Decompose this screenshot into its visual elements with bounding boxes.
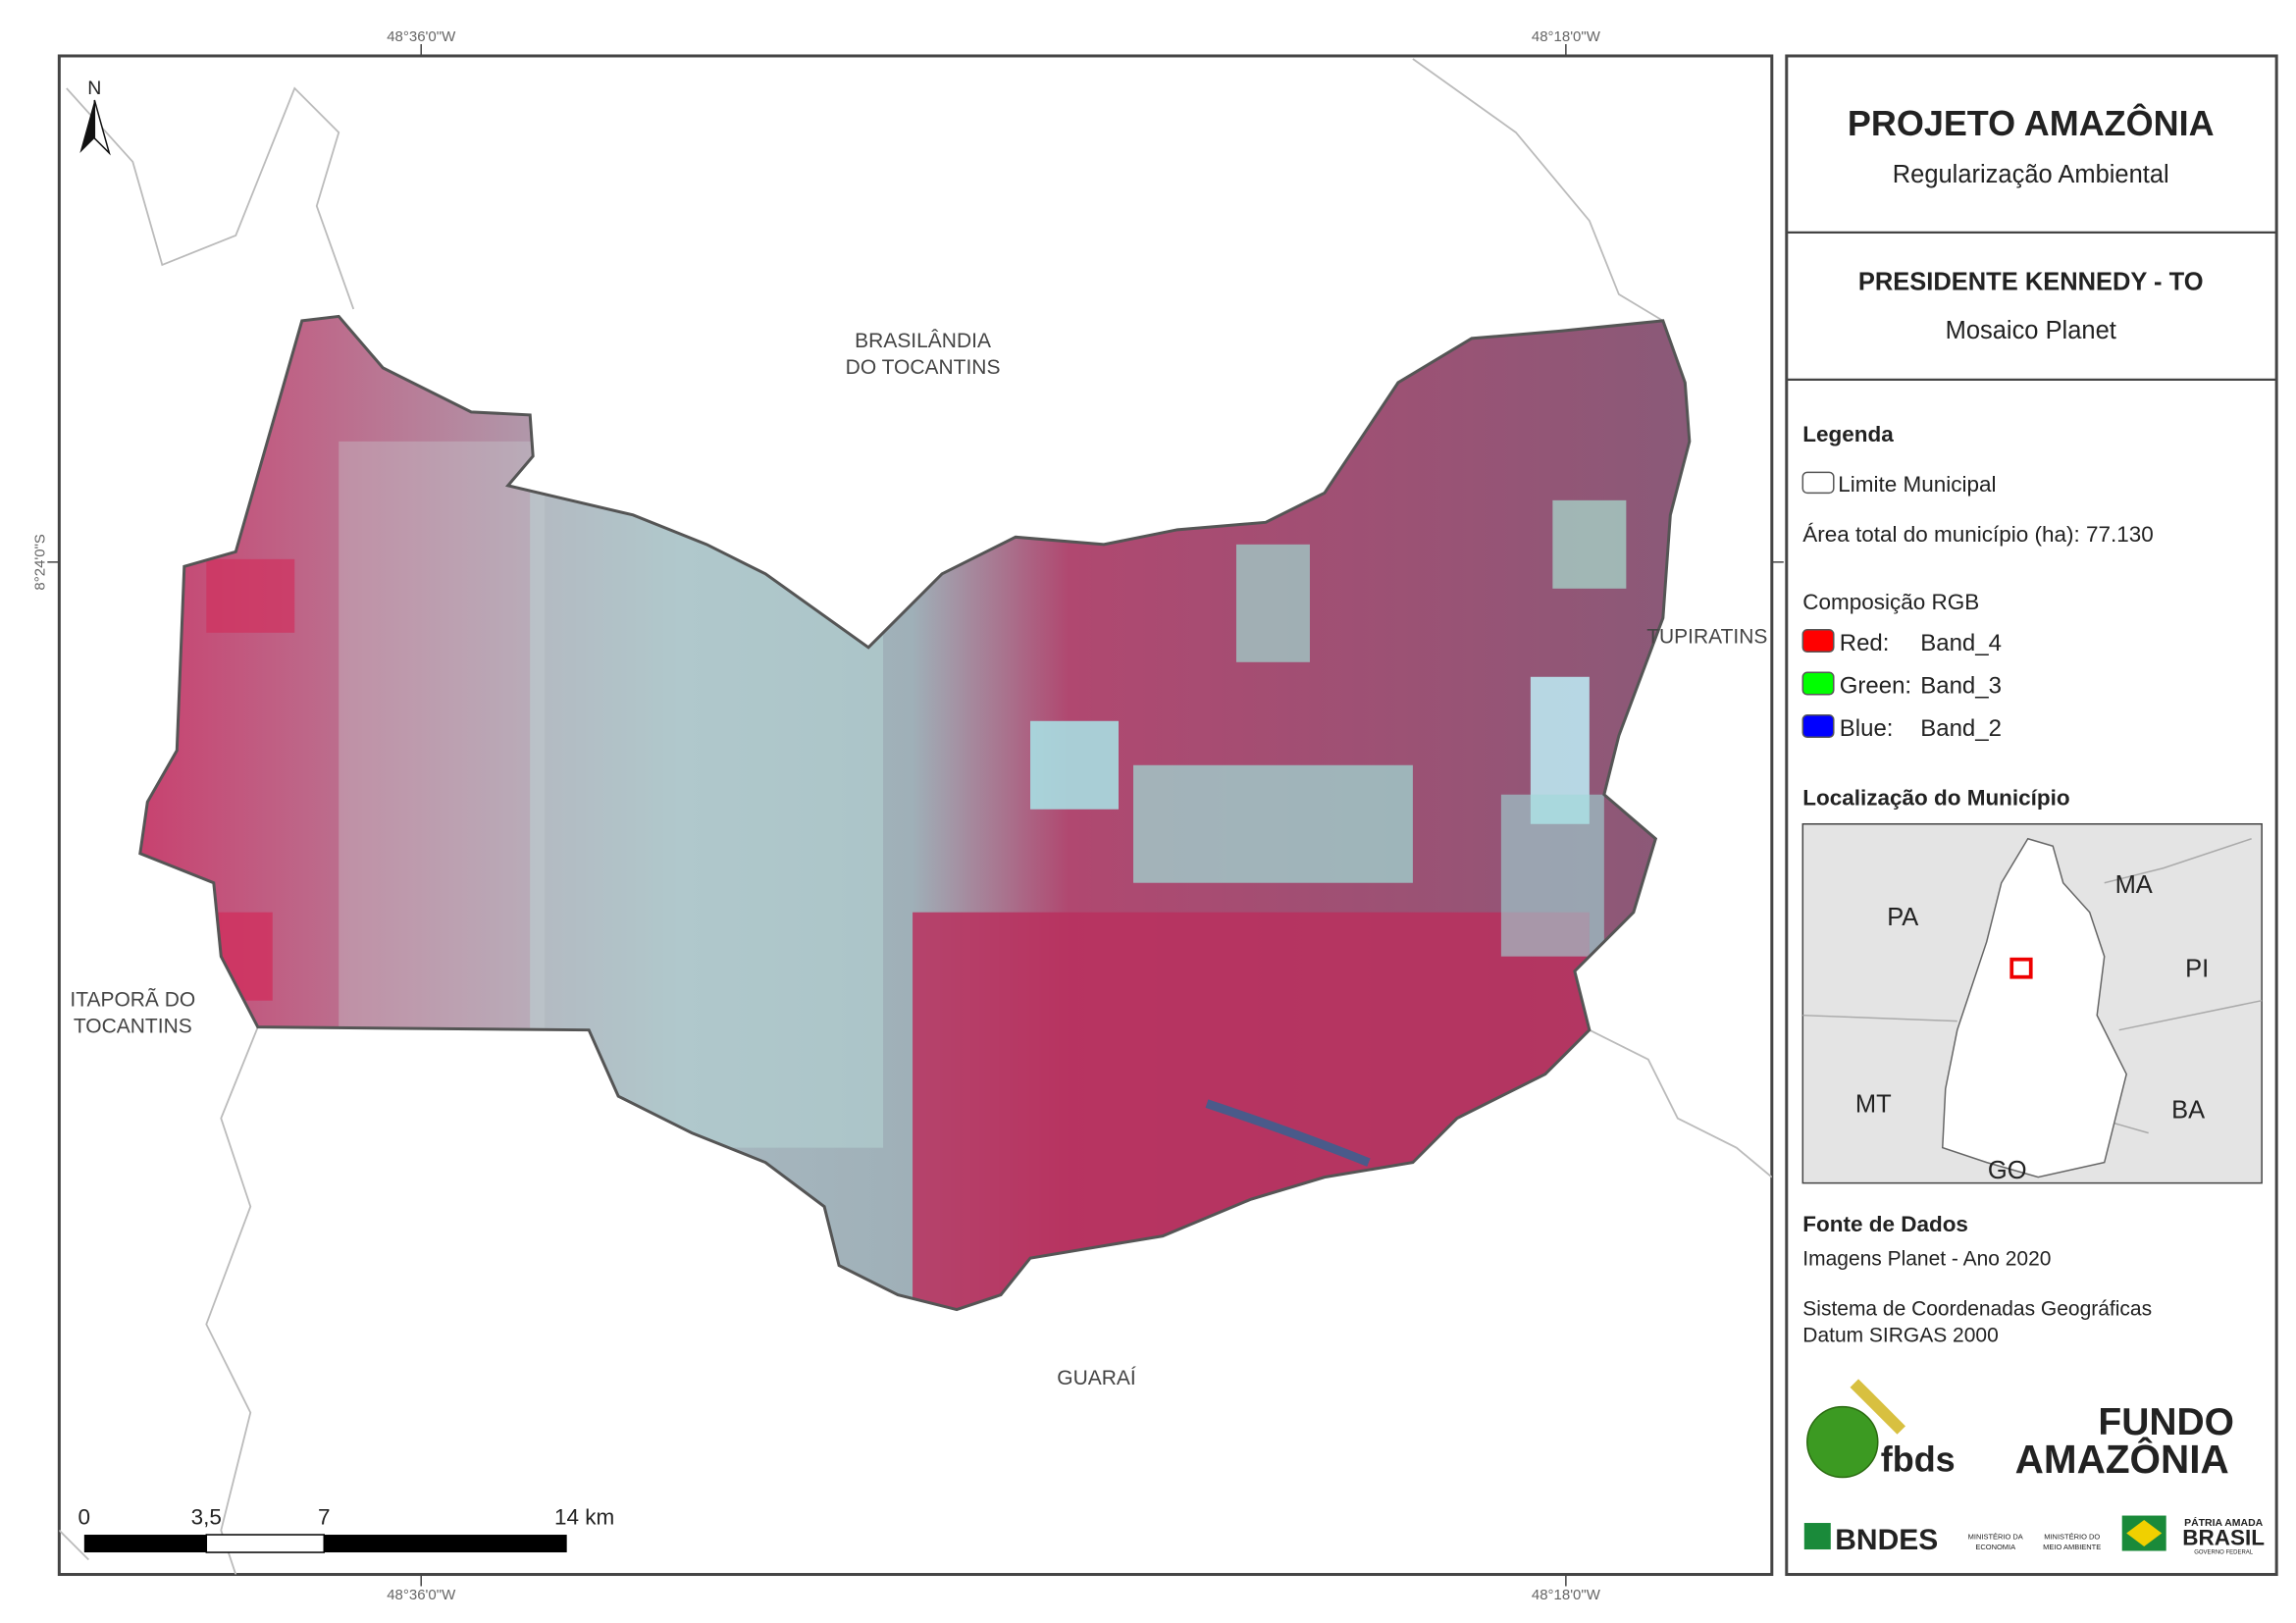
text-line: MINISTÉRIO DO [2044, 1533, 2100, 1542]
side-panel [1785, 54, 2278, 1577]
map-shape [1589, 1028, 1772, 1178]
scale-segment [324, 1535, 567, 1553]
scale-segment [83, 1535, 207, 1553]
place-label: BRASILÂNDIA DO TOCANTINS [846, 330, 1001, 379]
text-line: MINISTÉRIO DA [1968, 1533, 2023, 1542]
map-shape [1133, 764, 1413, 883]
map-shape [1235, 544, 1310, 662]
logo-brasil: BRASIL [2182, 1526, 2265, 1550]
text-line: TOCANTINS [74, 1016, 192, 1038]
legend-swatch [1801, 471, 1835, 495]
text-line: BRASILÂNDIA [855, 330, 991, 352]
map-shape [66, 86, 355, 310]
state-label: MA [2115, 871, 2153, 899]
band-swatch [1801, 714, 1835, 739]
coord-label: 48°36'0"W [387, 28, 456, 45]
state-label: GO [1988, 1157, 2027, 1184]
logo-shape [1850, 1379, 1906, 1435]
scale-segment [205, 1534, 326, 1553]
municipality: PRESIDENTE KENNEDY - TO [1858, 268, 2204, 295]
map-shape [1412, 58, 1664, 322]
map-shape [339, 441, 546, 1030]
band-legend: Red: Band_4 Green: Band_3 Blue: Band_2 [1801, 629, 2002, 742]
map-shape [1552, 499, 1627, 589]
logo-fundo: FUNDO [2098, 1401, 2234, 1443]
map-shape [1030, 720, 1120, 810]
legend-label: Limite Municipal [1838, 472, 1996, 497]
location-title: Localização do Município [1802, 785, 2069, 810]
map-shape [205, 1026, 259, 1575]
logo-shape [2126, 1520, 2163, 1547]
map-shape [2118, 999, 2263, 1031]
map-shape [59, 1529, 89, 1561]
state-label: PI [2185, 956, 2209, 983]
logo-bndes: BNDES [1835, 1524, 1938, 1556]
sources-title: Fonte de Dados [1802, 1212, 1968, 1236]
area-text: Área total do município (ha): 77.130 [1802, 522, 2153, 547]
place-label: GUARAÍ [1057, 1367, 1136, 1389]
logo-shape [1806, 1405, 1879, 1479]
north-label: N [87, 78, 101, 99]
tocantins-state [1941, 837, 2127, 1178]
north-arrow [93, 99, 111, 156]
place-label: ITAPORÃ DO TOCANTINS [70, 988, 195, 1038]
band-name: Band_3 [1920, 672, 2002, 699]
band-channel: Red: [1840, 630, 1890, 656]
text-line: ECONOMIA [1975, 1543, 2015, 1551]
coord-label: 48°18'0"W [1532, 28, 1601, 45]
neighbor-boundaries [59, 58, 1772, 1575]
logo-fundo: AMAZÔNIA [2015, 1437, 2229, 1482]
panel-title: PROJETO AMAZÔNIA [1848, 103, 2215, 143]
text-line: ITAPORÃ DO [70, 988, 195, 1012]
map-shape [206, 558, 295, 633]
band-swatch [1801, 629, 1835, 654]
logo-brasil: PÁTRIA AMADA [2184, 1516, 2264, 1529]
state-labels: PA MA PI MT BA GO [1855, 871, 2209, 1184]
source-line: Datum SIRGAS 2000 [1802, 1325, 1998, 1347]
map-shape [1500, 794, 1604, 957]
place-label: TUPIRATINS [1646, 625, 1767, 648]
rgb-title: Composição RGB [1802, 590, 1979, 614]
logo-ministry: MINISTÉRIO DA ECONOMIA [1968, 1533, 2023, 1551]
state-label: MT [1855, 1091, 1892, 1119]
band-name: Band_4 [1920, 630, 2002, 656]
map-shape [1205, 1099, 1371, 1167]
source-line: Sistema de Coordenadas Geográficas [1802, 1298, 2152, 1321]
band-channel: Blue: [1840, 715, 1894, 742]
coord-label: 48°18'0"W [1532, 1587, 1601, 1603]
band-channel: Green: [1840, 672, 1911, 699]
logo-brasil: GOVERNO FEDERAL [2194, 1550, 2254, 1556]
legend-title: Legenda [1802, 422, 1894, 446]
logo-ministry: MINISTÉRIO DO MEIO AMBIENTE [2043, 1533, 2101, 1551]
scale-label: 3,5 [191, 1505, 222, 1530]
map-shape [2104, 838, 2252, 884]
mosaic: Mosaico Planet [1946, 317, 2116, 344]
source-line: Imagens Planet - Ano 2020 [1802, 1248, 2051, 1271]
location-marker [2009, 957, 2033, 979]
map-shape [1802, 1014, 1957, 1022]
logo-fbds: fbds [1881, 1440, 1956, 1480]
coord-label: 48°36'0"W [387, 1587, 456, 1603]
coord-label: 8°24'0"S [31, 534, 48, 591]
band-swatch [1801, 671, 1835, 696]
state-label: PA [1887, 904, 1918, 931]
scale-label: 14 km [554, 1505, 614, 1530]
state-label: BA [2171, 1097, 2205, 1125]
scale-label: 0 [78, 1505, 91, 1530]
panel-subtitle: Regularização Ambiental [1893, 161, 2169, 188]
logo-shape [1803, 1523, 1831, 1550]
band-name: Band_2 [1920, 715, 2002, 742]
text-line: DO TOCANTINS [846, 356, 1001, 379]
text-line: MEIO AMBIENTE [2043, 1543, 2101, 1551]
scale-label: 7 [318, 1505, 331, 1530]
